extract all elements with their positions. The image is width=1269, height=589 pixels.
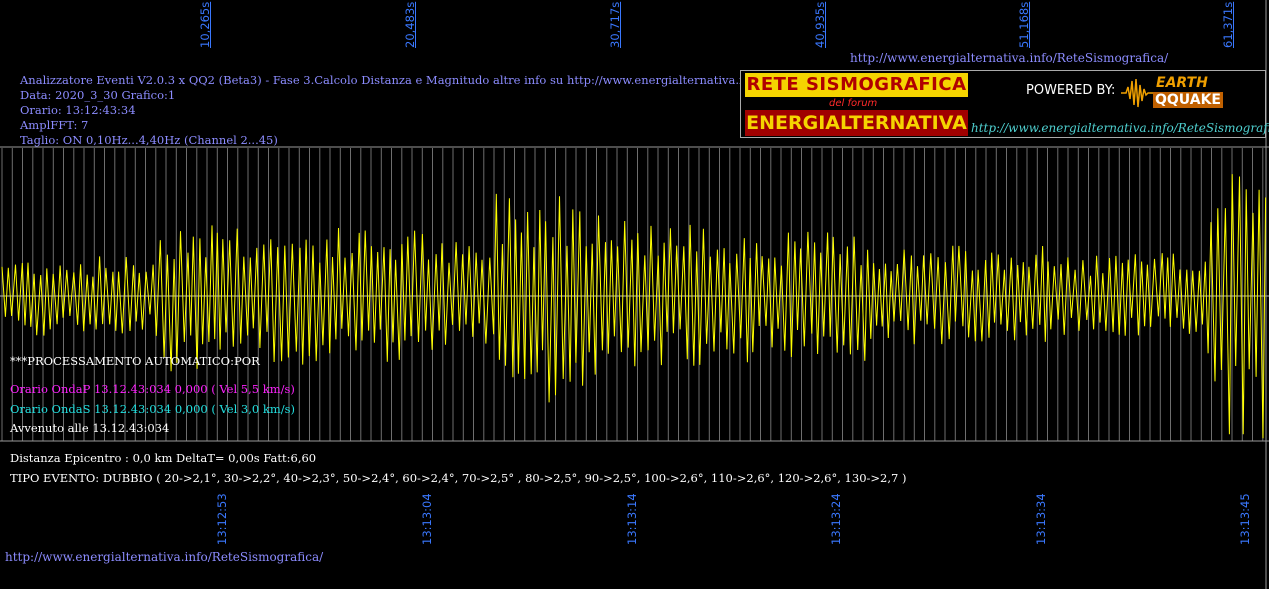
earth-label: EARTH xyxy=(1156,75,1208,91)
rete-sismografica-logo: RETE SISMOGRAFICA del forum ENERGIALTERN… xyxy=(740,70,1269,138)
seismic-trace xyxy=(1,174,1267,439)
top-tick-label: 30,717s xyxy=(608,1,622,48)
processing-title: ***PROCESSAMENTO AUTOMATICO:POR xyxy=(10,354,260,368)
analyzer-title: Analizzatore Eventi V2.0.3 x QQ2 (Beta3)… xyxy=(20,73,821,87)
bottom-tick-label: 13:13:34 xyxy=(1034,493,1048,545)
epicenter-distance: Distanza Epicentro : 0,0 km DeltaT= 0,00… xyxy=(10,451,317,465)
bottom-tick-label: 13:13:24 xyxy=(829,493,843,545)
footer-url-link[interactable]: http://www.energialternativa.info/ReteSi… xyxy=(5,550,324,564)
quake-label: QQUAKE xyxy=(1153,92,1223,108)
logo-subtitle: del forum xyxy=(829,98,878,109)
onda-s-time: Orario OndaS 13.12.43:034 0,000 ( Vel 3,… xyxy=(10,402,296,416)
bottom-tick-label: 13:13:14 xyxy=(625,493,639,545)
bottom-tick-label: 13:12:53 xyxy=(215,493,229,545)
top-tick-label: 20,483s xyxy=(403,1,417,48)
top-tick-label: 10,265s xyxy=(198,1,212,48)
logo-forum-name: ENERGIALTERNATIVA xyxy=(745,110,968,136)
event-time: Avvenuto alle 13.12.43:034 xyxy=(10,421,170,435)
amplfft-info: AmplFFT: 7 xyxy=(20,118,89,132)
bottom-tick-label: 13:13:45 xyxy=(1238,493,1252,545)
event-type: TIPO EVENTO: DUBBIO ( 20->2,1°, 30->2,2°… xyxy=(10,471,907,485)
onda-p-time: Orario OndaP 13.12.43:034 0,000 ( Vel 5,… xyxy=(10,382,295,396)
seismic-wave-icon xyxy=(1121,78,1155,108)
date-info: Data: 2020_3_30 Grafico:1 xyxy=(20,88,176,102)
top-tick-label: 61,371s xyxy=(1221,1,1235,48)
logo-url[interactable]: http://www.energialternativa.info/ReteSi… xyxy=(971,121,1269,135)
powered-by-label: POWERED BY: xyxy=(1026,83,1116,98)
top-tick-label: 40,935s xyxy=(813,1,827,48)
time-info: Orario: 13:12:43:34 xyxy=(20,103,136,117)
bottom-tick-label: 13:13:04 xyxy=(420,493,434,545)
top-url-link[interactable]: http://www.energialternativa.info/ReteSi… xyxy=(850,51,1169,65)
logo-title: RETE SISMOGRAFICA xyxy=(745,73,968,97)
filter-info: Taglio: ON 0,10Hz...4,40Hz (Channel 2...… xyxy=(20,133,278,147)
top-tick-label: 51,168s xyxy=(1017,1,1031,48)
